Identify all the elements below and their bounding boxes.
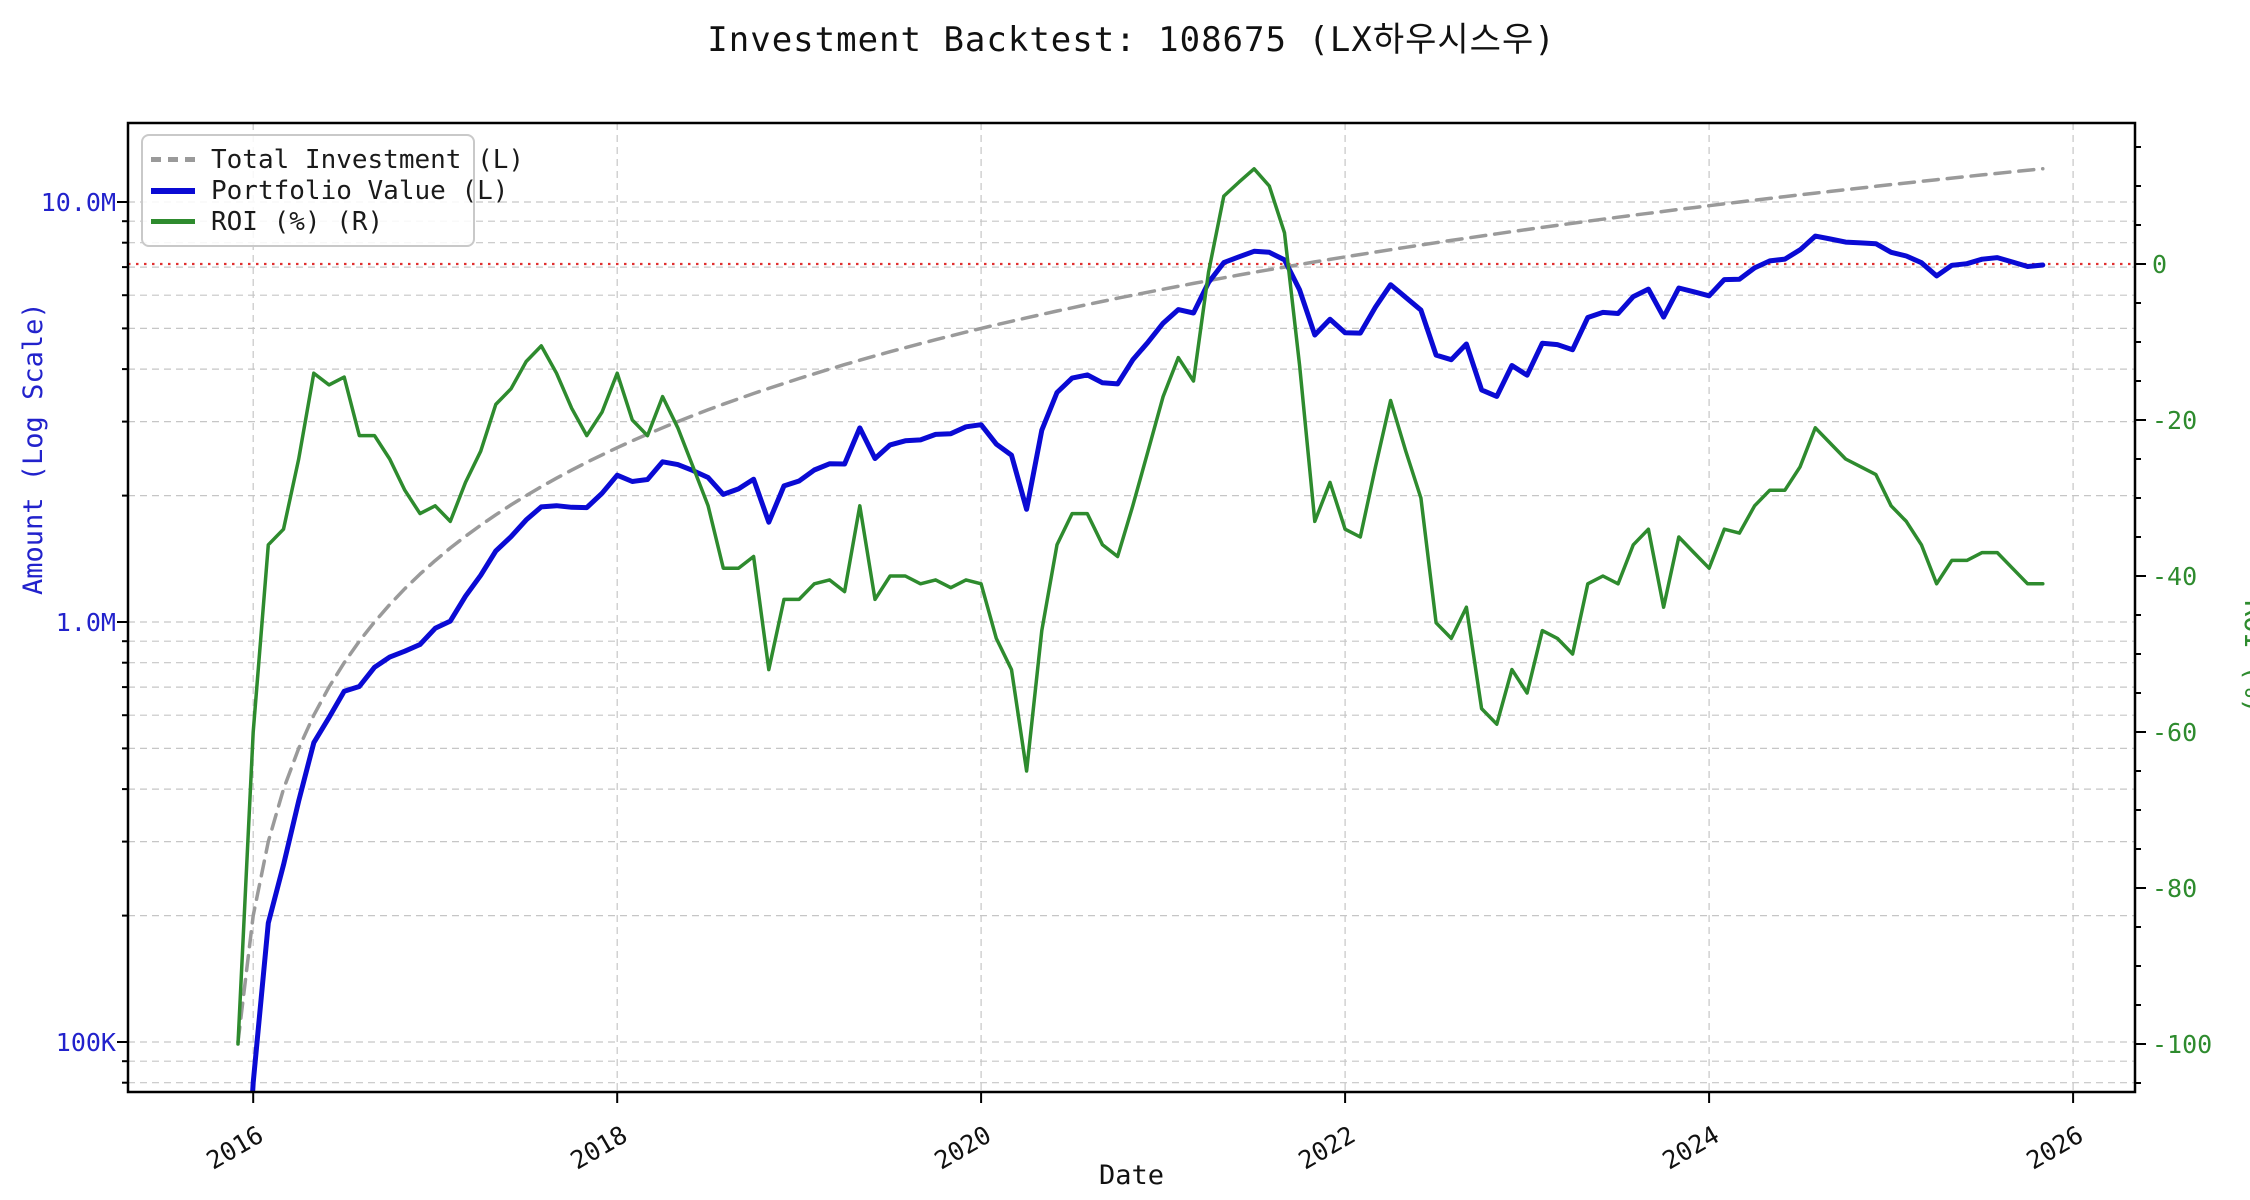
right-axis-label: ROI (%) (2238, 600, 2250, 714)
x-axis-label: Date (1098, 1160, 1165, 1191)
legend-item-total-investment: Total Investment (L) (151, 144, 524, 175)
legend-label: Portfolio Value (L) (211, 175, 509, 206)
legend-label: ROI (%) (R) (211, 206, 384, 237)
right-tick-label: -20 (2152, 406, 2197, 435)
left-tick-labels: 10.0M 1.0M 100K (41, 188, 116, 1057)
portfolio-value-swatch-icon (151, 187, 195, 194)
roi-swatch-icon (151, 219, 195, 224)
legend-item-roi: ROI (%) (R) (151, 206, 463, 237)
legend-item-portfolio-value: Portfolio Value (L) (151, 175, 508, 206)
horizontal-gridlines (128, 201, 2135, 1084)
legend: Total Investment (L) Portfolio Value (L)… (141, 134, 524, 247)
series-group (236, 166, 2046, 1092)
left-tick-label: 100K (56, 1028, 116, 1057)
chart-title: Investment Backtest: 108675 (LX하우시스우) (707, 20, 1556, 60)
roi-line (236, 167, 2045, 1046)
plot-border (126, 121, 2137, 1094)
right-tick-labels: 0 -20 -40 -60 -80 -100 (2152, 250, 2212, 1059)
legend-label: Total Investment (L) (211, 144, 525, 175)
portfolio-value-line (250, 233, 2046, 1092)
total-investment-line (236, 166, 2045, 1044)
total-investment-swatch-icon (151, 157, 195, 162)
right-tick-label: -40 (2152, 562, 2197, 591)
right-tick-label: 0 (2152, 250, 2167, 279)
right-tick-label: -100 (2152, 1030, 2212, 1059)
axis-ticks (117, 146, 2146, 1103)
left-tick-label: 10.0M (41, 188, 116, 217)
right-tick-label: -80 (2152, 874, 2197, 903)
left-tick-label: 1.0M (56, 608, 116, 637)
right-tick-label: -60 (2152, 718, 2197, 747)
left-axis-label: Amount (Log Scale) (18, 302, 49, 595)
vertical-gridlines (252, 123, 2074, 1092)
